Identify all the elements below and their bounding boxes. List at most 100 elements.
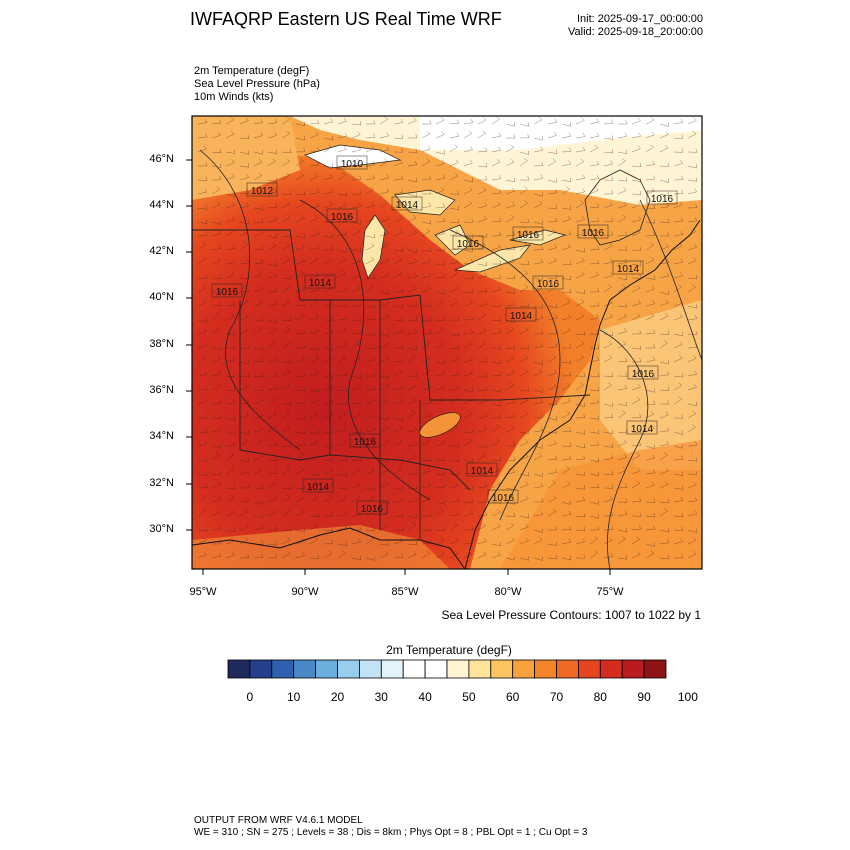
wind-barb — [463, 356, 474, 363]
wind-barb — [575, 382, 584, 391]
wind-barb — [547, 257, 557, 265]
lon-label: 75°W — [596, 586, 624, 598]
wind-barb — [323, 429, 334, 434]
wind-barb — [253, 357, 264, 363]
wind-barb — [575, 215, 586, 223]
wind-barb — [477, 312, 487, 321]
wind-barb — [491, 286, 502, 293]
wind-barb — [281, 550, 291, 559]
wind-barb — [225, 484, 236, 490]
wind-barb — [281, 340, 291, 349]
wind-barb — [449, 205, 460, 211]
wind-barb — [337, 426, 348, 433]
wind-barb — [533, 414, 544, 419]
wind-barb — [463, 159, 473, 167]
wind-barb — [253, 467, 263, 475]
wind-barb — [351, 272, 362, 279]
wind-barb — [603, 313, 613, 321]
wind-barb — [337, 145, 348, 153]
wind-barb — [645, 175, 656, 181]
wind-barb — [337, 132, 348, 139]
wind-barb — [225, 192, 235, 197]
wind-barb — [393, 553, 404, 559]
wind-barb — [631, 274, 642, 279]
wind-barb — [575, 132, 586, 139]
wind-barb — [603, 190, 614, 195]
wind-barb — [197, 274, 208, 280]
wind-barb — [449, 356, 460, 363]
wind-barb — [295, 147, 306, 153]
wind-barb — [211, 312, 220, 321]
wind-barb — [281, 526, 292, 532]
colorbar-swatch — [271, 659, 295, 679]
wind-barb — [421, 495, 431, 503]
wind-barb — [211, 540, 222, 545]
wind-barb — [589, 471, 600, 477]
wind-barb — [687, 550, 697, 559]
wind-barb — [505, 231, 516, 237]
wind-barb — [435, 456, 446, 461]
wind-barb — [491, 201, 501, 209]
wind-barb — [351, 555, 362, 561]
wind-barb — [631, 441, 642, 447]
wind-barb — [505, 522, 515, 531]
wind-barb — [519, 284, 529, 293]
wind-barb — [575, 413, 586, 419]
wind-barb — [659, 386, 670, 391]
wind-barb — [687, 424, 696, 433]
wind-barb — [379, 397, 389, 405]
wind-barb — [351, 429, 362, 434]
wind-barb — [617, 483, 628, 489]
wind-barb — [589, 372, 600, 378]
wind-barb — [211, 552, 222, 559]
wind-barb — [337, 248, 347, 253]
wind-barb — [309, 161, 320, 167]
wind-barb — [449, 298, 459, 307]
wind-barb — [645, 400, 656, 405]
wind-barb — [617, 313, 627, 321]
wind-barb — [533, 388, 543, 393]
wind-barb — [449, 424, 459, 433]
pressure-label: 1012 — [251, 186, 274, 197]
wind-barb — [253, 118, 264, 125]
wind-barb — [337, 495, 347, 503]
wind-barb — [589, 132, 600, 139]
wind-barb — [659, 162, 670, 167]
wind-barb — [435, 150, 445, 155]
wind-barb — [477, 426, 488, 433]
wind-barb — [295, 552, 306, 559]
wind-barb — [505, 425, 515, 433]
wind-barb — [659, 411, 669, 419]
wind-barb — [197, 318, 207, 323]
wind-barb — [197, 371, 208, 377]
wind-barb — [603, 341, 613, 349]
wind-barb — [477, 147, 488, 153]
wind-barb — [631, 300, 642, 307]
wind-barb — [631, 177, 642, 183]
wind-barb — [379, 355, 389, 363]
wind-barb — [421, 175, 432, 181]
wind-barb — [435, 117, 445, 125]
wind-barb — [631, 497, 642, 503]
wind-barb — [449, 497, 460, 503]
wind-barb — [351, 220, 361, 225]
wind-barb — [463, 177, 474, 183]
wind-barb — [379, 509, 389, 517]
pressure-label: 1016 — [354, 437, 377, 448]
plot-title: IWFAQRP Eastern US Real Time WRF — [190, 9, 502, 29]
wind-barb — [281, 298, 291, 307]
wind-barb — [225, 415, 236, 421]
wind-barb — [477, 287, 488, 293]
wind-barb — [659, 243, 669, 251]
wind-barb — [449, 371, 460, 377]
wind-barb — [631, 162, 642, 167]
wind-barb — [309, 439, 319, 447]
wind-barb — [687, 355, 697, 363]
wind-barb — [589, 203, 600, 209]
wind-barb — [422, 120, 432, 125]
wind-barb — [281, 494, 291, 503]
pressure-label-box — [646, 190, 678, 205]
wind-barb — [659, 330, 670, 335]
wind-barb — [533, 258, 544, 265]
wind-barb — [547, 468, 558, 475]
